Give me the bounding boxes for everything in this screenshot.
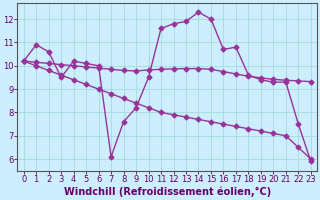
X-axis label: Windchill (Refroidissement éolien,°C): Windchill (Refroidissement éolien,°C) xyxy=(64,187,271,197)
